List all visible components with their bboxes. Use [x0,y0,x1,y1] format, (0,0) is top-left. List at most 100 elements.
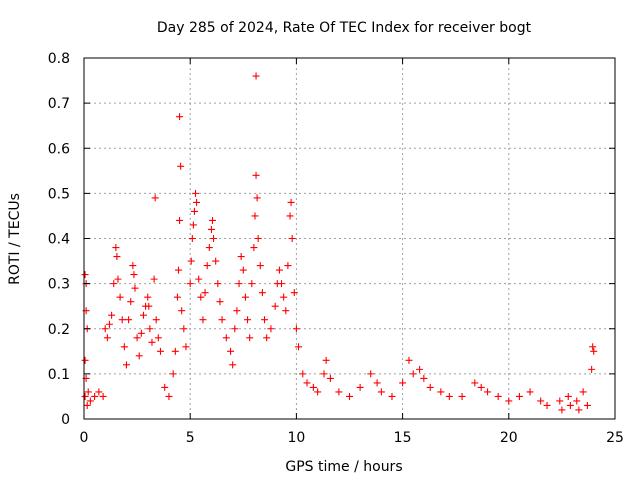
y-tick-label: 0.6 [48,141,70,157]
y-tick-label: 0.5 [48,186,70,202]
data-point [573,397,581,405]
data-point [178,307,186,315]
data-point [86,397,94,405]
data-point [195,275,203,283]
data-point [110,280,118,288]
data-point [216,298,224,306]
data-point [278,280,286,288]
data-point [275,266,283,274]
data-point [252,171,260,179]
data-point [399,379,407,387]
data-point [146,325,154,333]
data-point [137,329,145,337]
grid-lines [84,58,615,419]
data-point [254,235,262,242]
data-point [209,216,217,224]
data-point [471,379,479,387]
data-point [182,343,190,351]
data-point [186,280,194,288]
data-point [494,392,502,400]
data-point [588,365,596,373]
data-point [246,334,254,342]
data-point [81,392,89,400]
x-tick-label: 10 [287,430,305,446]
data-point [239,266,247,274]
data-point [212,257,220,265]
data-point [84,388,92,396]
data-point [189,221,197,229]
data-point [101,325,109,333]
data-point [286,212,294,220]
data-point [148,338,156,346]
data-point [222,334,230,342]
chart-title: Day 285 of 2024, Rate Of TEC Index for r… [157,20,532,36]
data-point [589,343,597,351]
data-point [188,235,196,242]
data-point [420,374,428,382]
data-point [303,379,311,387]
data-point [83,401,91,409]
data-point [152,316,160,324]
data-point [458,392,466,400]
data-point [477,383,485,391]
data-point [416,365,424,373]
data-point [346,392,353,400]
data-point [192,189,200,197]
data-points [81,72,598,414]
data-point [564,392,572,400]
data-point [176,216,184,224]
y-tick-label: 0.1 [48,367,70,383]
data-point [322,356,330,364]
data-point [261,316,269,324]
data-point [118,316,126,324]
data-point [113,253,121,261]
data-point [314,388,322,396]
data-point [116,293,124,301]
data-point [575,406,583,414]
y-tick-label: 0 [61,412,70,428]
data-point [156,347,164,355]
data-point [543,401,551,409]
data-point [231,325,239,333]
data-point [405,356,413,364]
data-point [175,266,183,274]
data-point [81,271,89,279]
axis-ticks [83,57,616,420]
data-point [205,244,213,252]
data-point [177,162,185,170]
data-point [292,325,300,333]
data-point [176,113,184,121]
data-point [214,280,222,288]
data-point [197,293,205,301]
data-point [105,320,113,328]
data-point [207,225,215,233]
data-point [131,284,139,292]
data-point [201,289,209,297]
data-point [161,383,169,391]
data-point [120,343,128,351]
data-point [180,325,188,333]
data-point [583,401,591,409]
data-point [282,307,290,315]
data-point [251,212,259,220]
data-point [81,356,89,364]
data-point [566,401,574,409]
data-point [103,334,111,342]
data-point [127,298,135,306]
data-point [287,198,295,206]
data-point [135,352,143,360]
x-axis-label: GPS time / hours [285,459,402,475]
data-point [112,244,120,252]
data-point [95,388,103,396]
data-point [309,383,317,391]
y-axis-label: ROTI / TECUs [7,193,23,285]
data-point [187,257,195,265]
data-point [263,334,271,342]
data-point [235,280,243,288]
y-tick-label: 0.8 [48,51,70,67]
data-point [295,343,303,351]
x-tick-label: 0 [80,430,89,446]
y-tick-label: 0.4 [48,232,70,248]
data-point [133,334,141,342]
data-point [271,302,279,310]
